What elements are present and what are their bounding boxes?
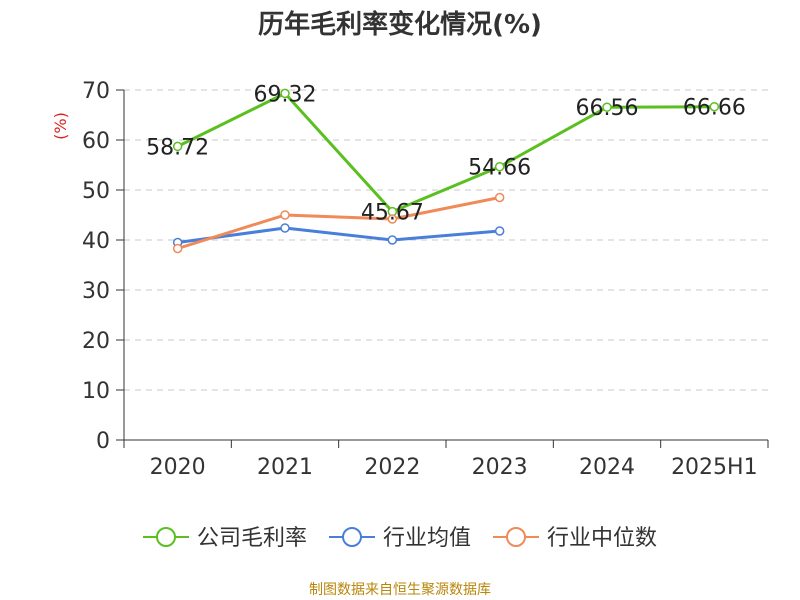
data-label: 58.72 [146, 135, 209, 160]
y-tick-label: 0 [96, 429, 110, 454]
label-layer: 58.72 69.32 45.67 54.66 66.56 66.66 [146, 82, 746, 225]
y-tick-label: 20 [82, 329, 110, 354]
y-tick-label: 70 [82, 79, 110, 104]
legend-marker [342, 527, 362, 547]
chart-title: 历年毛利率变化情况(%) [258, 10, 542, 40]
data-point [494, 226, 505, 236]
data-point [172, 141, 183, 152]
data-point [280, 88, 290, 99]
legend: 公司毛利率 行业均值 行业中位数 [143, 526, 657, 551]
grid-layer [124, 89, 768, 391]
data-label: 66.56 [576, 96, 639, 121]
legend-item: 公司毛利率 [143, 526, 307, 551]
legend-label: 行业均值 [383, 526, 471, 551]
x-tick-label: 2022 [364, 455, 420, 480]
axis-layer: 0 10 20 30 40 50 60 70 2020 2021 2022 2023 2024 2025H… [82, 79, 769, 480]
data-point [387, 235, 398, 245]
data-label: 54.66 [468, 156, 531, 181]
x-tick-label: 2024 [579, 455, 635, 480]
data-point [280, 223, 290, 233]
data-label: 69.32 [254, 82, 317, 107]
data-point [172, 243, 183, 254]
x-tick-label: 2023 [472, 455, 528, 480]
y-tick-label: 40 [82, 229, 110, 254]
legend-label: 公司毛利率 [197, 526, 307, 551]
x-tick-label: 2021 [257, 455, 313, 480]
y-tick-label: 60 [82, 129, 110, 154]
series-line-1 [177, 226, 500, 244]
series-layer [172, 88, 720, 254]
y-axis-label: (%) [51, 112, 70, 140]
legend-marker [506, 527, 526, 547]
legend-item: 行业中位数 [493, 526, 657, 551]
y-tick-label: 10 [82, 379, 110, 404]
source-note: 制图数据来自恒生聚源数据库 [309, 582, 491, 598]
data-point [602, 102, 612, 112]
legend-label: 行业中位数 [547, 526, 657, 551]
x-tick-label: 2025H1 [671, 455, 758, 480]
legend-item: 行业均值 [329, 526, 471, 551]
y-tick-label: 30 [82, 279, 110, 304]
series-line-0 [177, 91, 715, 214]
data-point [494, 192, 505, 203]
x-tick-label: 2020 [150, 455, 206, 480]
data-point [280, 210, 290, 220]
legend-marker [156, 527, 176, 547]
series-line-2 [177, 196, 500, 250]
data-point [709, 101, 720, 112]
data-point [387, 214, 398, 224]
data-label: 45.67 [361, 201, 424, 226]
data-point [494, 161, 505, 172]
y-tick-label: 50 [82, 179, 110, 204]
data-label: 66.66 [683, 96, 746, 121]
